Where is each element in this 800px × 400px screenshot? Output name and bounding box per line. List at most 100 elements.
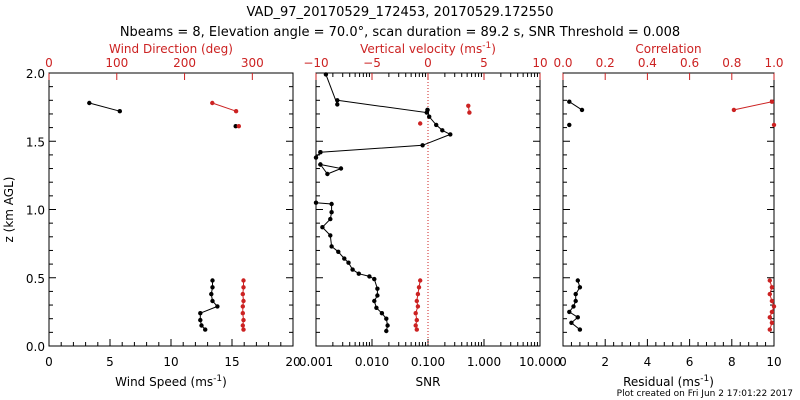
bottom-x-axis-label: Wind Speed (ms-1) <box>115 374 227 389</box>
data-point-bottom <box>567 309 572 315</box>
top-x-axis-label: Vertical velocity (ms-1) <box>360 41 496 56</box>
data-point-top <box>413 323 418 328</box>
data-point-bottom <box>329 210 334 215</box>
data-point-bottom <box>575 315 580 320</box>
bottom-x-axis-label-superscript: -1 <box>213 374 222 384</box>
data-point-bottom <box>356 271 361 276</box>
data-point-top <box>769 320 775 325</box>
data-point-bottom <box>427 114 432 119</box>
data-point-bottom <box>579 107 585 113</box>
data-point-bottom <box>210 298 215 304</box>
data-point-bottom <box>567 99 572 104</box>
top-x-tick-label: 1.0 <box>764 56 783 70</box>
data-point-bottom <box>575 278 580 283</box>
data-point-top <box>240 291 245 297</box>
bottom-x-tick-label: 8 <box>728 355 736 369</box>
top-x-axis-label-superscript: -1 <box>482 41 491 51</box>
series-line-bottom <box>199 280 219 330</box>
top-x-tick-label: 0.6 <box>680 56 699 70</box>
data-point-bottom <box>372 276 377 282</box>
data-point-bottom <box>233 124 238 129</box>
panel-3-frame <box>562 72 775 347</box>
y-tick-label: 0.0 <box>26 340 45 354</box>
data-point-bottom <box>338 166 344 171</box>
data-point-top <box>767 315 772 320</box>
data-point-bottom <box>342 256 347 261</box>
data-point-bottom <box>350 267 355 272</box>
data-point-bottom <box>573 298 578 304</box>
panel-1-frame <box>48 72 294 347</box>
bottom-x-axis-label-superscript: -1 <box>700 374 709 384</box>
bottom-x-tick-label: 0.001 <box>299 355 333 369</box>
top-x-tick-label: 0.8 <box>722 56 741 70</box>
data-point-bottom <box>87 100 92 106</box>
bottom-x-tick-label: 10 <box>163 355 178 369</box>
top-x-tick-label: 200 <box>173 56 196 70</box>
data-point-top <box>233 109 239 114</box>
data-point-bottom <box>203 327 208 332</box>
series-line-bottom <box>337 99 428 114</box>
data-point-top <box>240 311 245 316</box>
data-point-bottom <box>210 278 215 283</box>
data-point-top <box>414 327 419 332</box>
data-point-bottom <box>313 200 319 205</box>
y-axis-label: z (km AGL) <box>2 177 16 243</box>
bottom-x-tick-label: 0 <box>45 355 53 369</box>
bottom-x-axis-label-text: Wind Speed (ms <box>115 375 213 389</box>
top-x-axis-label-text: Wind Direction (deg) <box>109 42 233 56</box>
data-point-bottom <box>448 132 453 137</box>
data-point-bottom <box>434 122 439 128</box>
chart-title: VAD_97_20170529_172453, 20170529.172550 <box>247 5 554 20</box>
data-point-bottom <box>567 122 572 128</box>
data-point-top <box>236 124 241 129</box>
data-point-bottom <box>320 225 325 230</box>
data-point-top <box>767 291 772 297</box>
bottom-x-tick-label: 0.100 <box>411 355 445 369</box>
top-x-tick-label: 10 <box>532 56 547 70</box>
chart-subtitle: Nbeams = 8, Elevation angle = 70.0°, sca… <box>120 25 680 40</box>
data-point-bottom <box>329 201 334 207</box>
top-x-tick-label: −5 <box>363 56 381 70</box>
data-point-bottom <box>384 316 389 321</box>
data-point-top <box>241 285 246 290</box>
top-x-tick-label: 0.0 <box>553 56 572 70</box>
data-point-bottom <box>375 286 380 291</box>
bottom-x-tick-label: 0.010 <box>355 355 389 369</box>
top-x-axis-label: Correlation <box>635 42 701 56</box>
bottom-x-tick-label: 0 <box>559 355 567 369</box>
data-point-bottom <box>329 244 334 249</box>
data-point-top <box>769 309 775 315</box>
data-point-top <box>413 311 418 316</box>
data-point-bottom <box>318 150 323 155</box>
data-point-top <box>241 317 246 323</box>
data-point-bottom <box>328 233 333 238</box>
data-point-top <box>418 121 423 126</box>
series-line-top <box>212 102 237 112</box>
top-x-tick-label: 0 <box>45 56 53 70</box>
series-line-top <box>733 101 773 111</box>
data-point-top <box>731 107 737 113</box>
data-point-bottom <box>573 291 578 297</box>
plot-footer: Plot created on Fri Jun 2 17:01:22 2017 <box>617 389 793 399</box>
data-point-top <box>416 285 422 290</box>
y-tick-label: 2.0 <box>26 67 45 81</box>
data-point-top <box>415 304 421 309</box>
bottom-x-tick-label: 5 <box>106 355 114 369</box>
data-point-bottom <box>336 249 341 254</box>
bottom-x-tick-label: 2 <box>601 355 609 369</box>
bottom-x-tick-label: 10 <box>766 355 781 369</box>
data-point-bottom <box>569 320 574 325</box>
data-point-bottom <box>313 155 319 160</box>
data-point-top <box>467 110 472 115</box>
data-point-bottom <box>384 328 389 334</box>
data-point-bottom <box>385 323 390 328</box>
top-x-tick-label: −10 <box>303 56 328 70</box>
data-point-bottom <box>328 216 333 222</box>
top-x-tick-label: 0 <box>424 56 432 70</box>
series-line-bottom <box>319 164 343 175</box>
series-line-bottom <box>569 101 583 111</box>
data-point-bottom <box>420 143 425 148</box>
data-point-top <box>210 100 215 106</box>
data-point-top <box>240 323 245 328</box>
